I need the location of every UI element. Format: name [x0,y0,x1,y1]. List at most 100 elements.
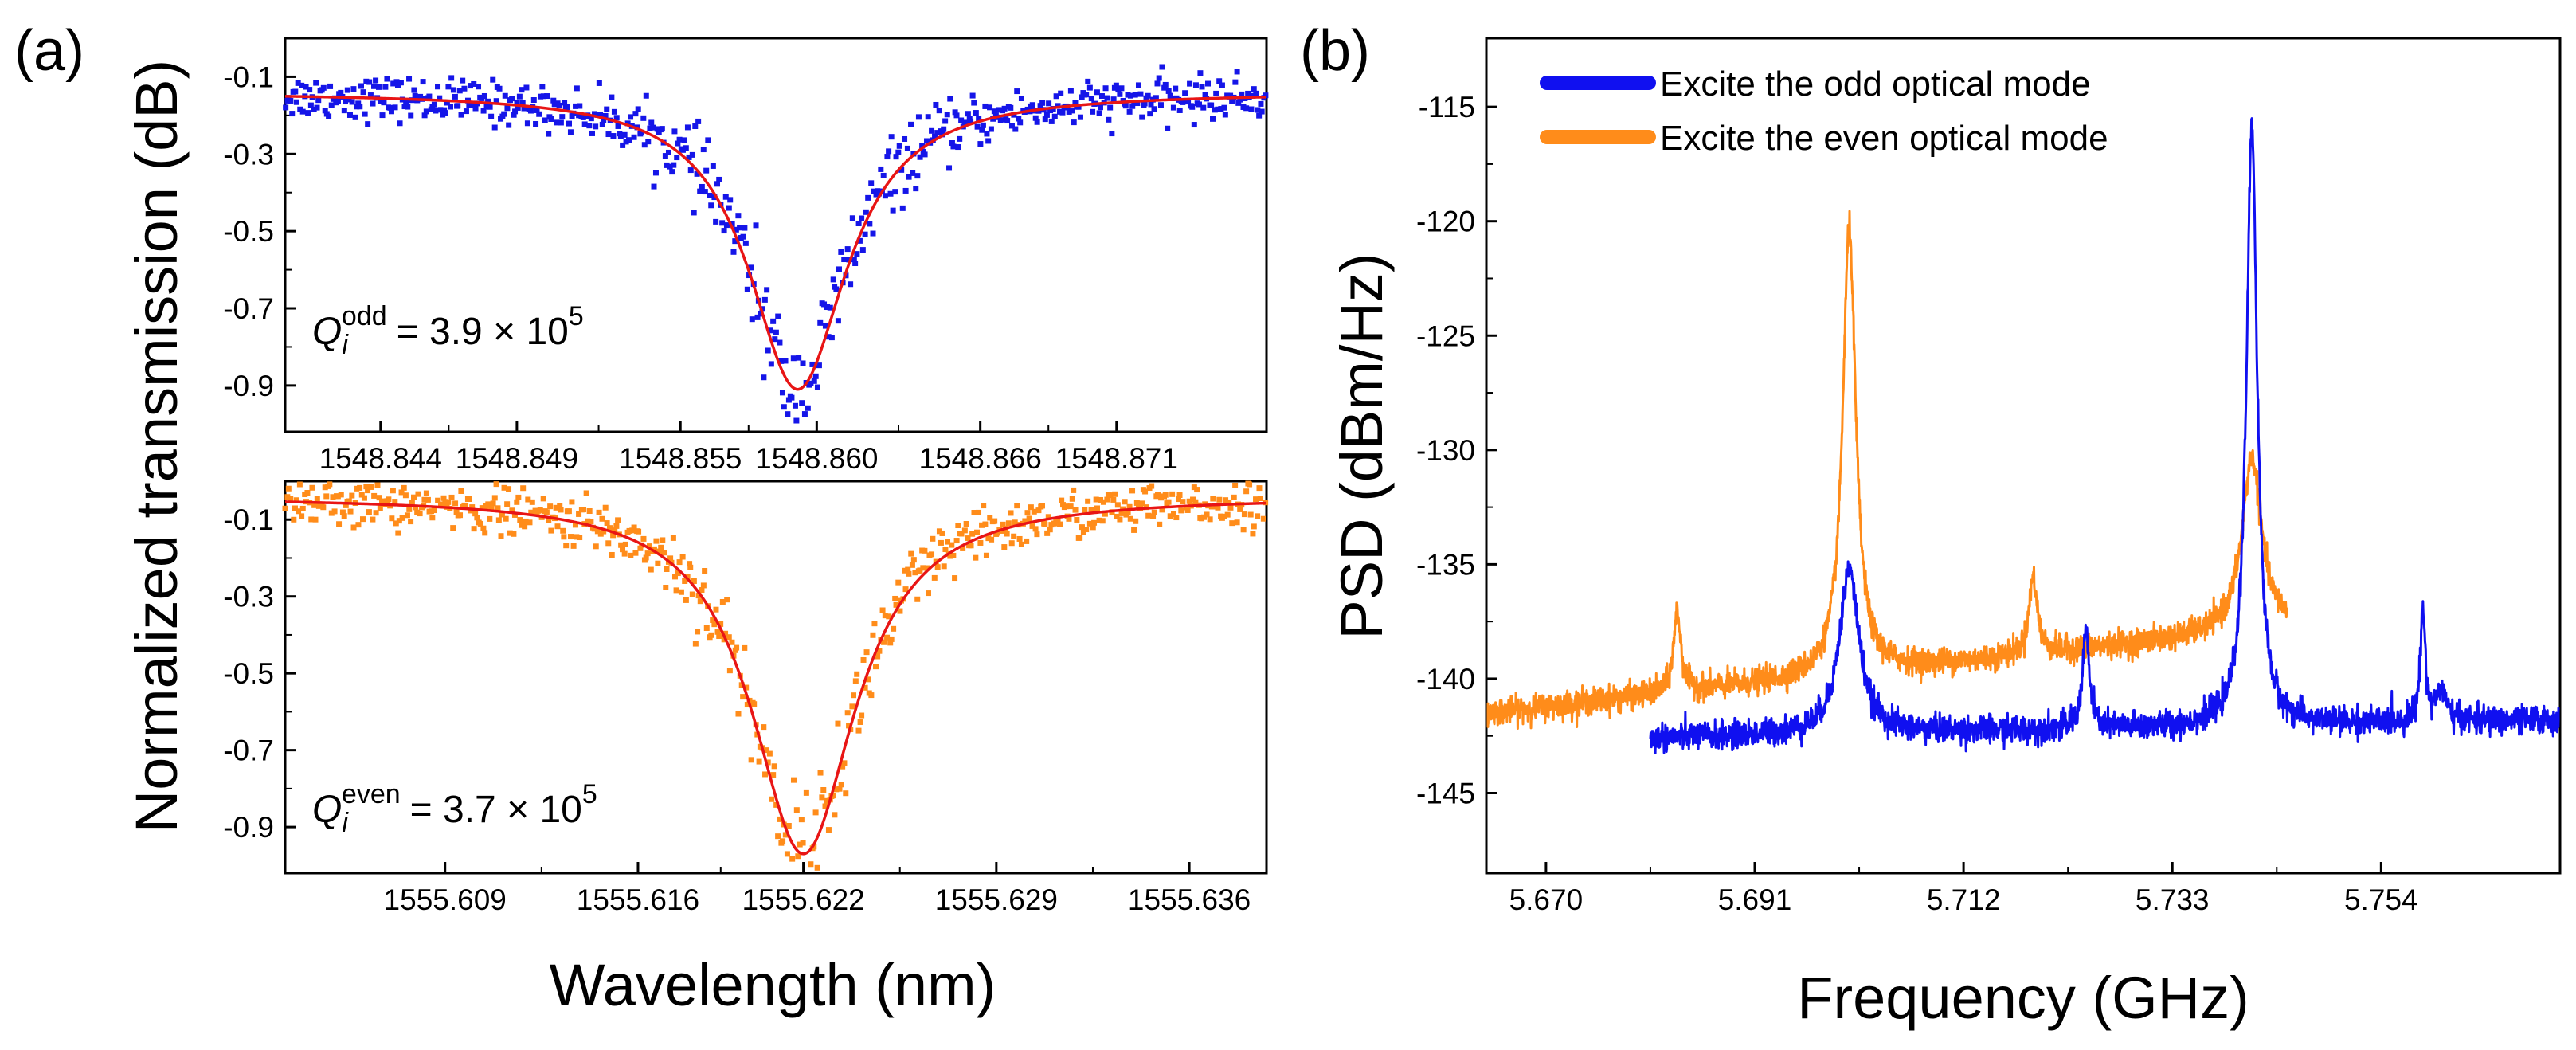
scatter-point [445,84,452,90]
scatter-point [973,110,979,116]
scatter-point [421,112,428,119]
scatter-point [423,490,429,496]
scatter-point [335,493,341,500]
scatter-point [1008,540,1015,547]
scatter-point [838,782,844,788]
scatter-point [404,512,410,519]
scatter-point [1126,108,1133,115]
scatter-point [482,530,488,536]
scatter-point [1191,122,1197,128]
scatter-point [1117,91,1123,97]
scatter-point [800,360,806,366]
svg-text:Qieven= 3.7 × 105: Qieven = 3.7 × 105 [312,779,597,838]
scatter-point [852,678,859,684]
scatter-point [429,515,436,521]
scatter-point [533,120,539,127]
scatter-point [506,486,512,492]
panel-b-ylabel: PSD (dBm/Hz) [1329,253,1395,639]
scatter-point [726,668,733,674]
scatter-point [503,515,509,522]
scatter-point [793,417,800,424]
scatter-point [884,154,891,160]
scatter-point [1212,107,1218,113]
scatter-point [491,495,498,501]
q-even-exponent: 5 [582,779,597,809]
scatter-point [1133,500,1140,506]
scatter-point [523,518,529,524]
scatter-point [367,92,374,99]
scatter-point [1132,92,1138,98]
scatter-point [474,515,480,521]
scatter-point [577,535,583,541]
scatter-point [479,95,485,101]
scatter-point [1221,513,1227,519]
scatter-point [346,498,352,504]
scatter-point [766,750,773,757]
x-tick-label: 5.712 [1927,883,2001,916]
scatter-point [469,504,476,511]
scatter-point [374,482,381,488]
scatter-point [1083,527,1090,533]
scatter-point [664,162,670,168]
scatter-point [1235,100,1242,106]
scatter-point [665,149,671,155]
scatter-point [1028,504,1034,511]
scatter-point [341,513,347,519]
scatter-point [1034,531,1040,538]
scatter-point [726,205,732,211]
scatter-point [1129,488,1136,494]
scatter-point [689,151,695,158]
scatter-point [1085,78,1091,84]
scatter-point [749,316,755,323]
scatter-point [852,261,859,267]
scatter-point [976,116,982,122]
scatter-point [350,524,357,531]
scatter-point [357,104,363,110]
scatter-point [1098,496,1104,503]
panel-a-xlabel: Wavelength (nm) [550,952,996,1018]
scatter-point [493,481,499,488]
scatter-point [862,684,868,691]
scatter-point [879,607,886,613]
scatter-point [1231,494,1237,500]
scatter-point [941,126,947,132]
scatter-point [569,499,575,505]
scatter-point [859,215,865,221]
scatter-point [777,816,783,822]
scatter-point [1255,513,1261,519]
scatter-point [558,119,564,126]
scatter-point [567,129,574,135]
scatter-point [536,111,542,117]
fit-line [284,95,1267,391]
scatter-point [790,355,797,362]
scatter-point [452,500,459,507]
scatter-point [983,552,989,558]
scatter-point [641,142,648,148]
scatter-point [875,653,881,660]
scatter-point [936,108,942,114]
scatter-point [838,249,844,255]
scatter-point [538,93,544,100]
scatter-point [580,114,586,120]
scatter-point [586,123,593,129]
scatter-point [288,97,294,104]
scatter-point [343,99,349,105]
scatter-point [358,492,365,498]
y-tick-label: -135 [1416,548,1475,581]
scatter-point [445,499,452,505]
scatter-point [1251,523,1257,530]
scatter-point [914,596,921,602]
scatter-point [1079,524,1085,531]
scatter-point [402,492,409,499]
scatter-point [417,511,423,517]
scatter-point [640,535,647,542]
scatter-point [989,536,995,543]
scatter-point [763,747,769,754]
scatter-point [955,523,961,529]
scatter-point [375,84,382,90]
scatter-point [626,137,632,143]
scatter-point [702,567,708,574]
scatter-point [835,720,841,727]
scatter-point [357,484,363,491]
scatter-point [1169,491,1176,497]
